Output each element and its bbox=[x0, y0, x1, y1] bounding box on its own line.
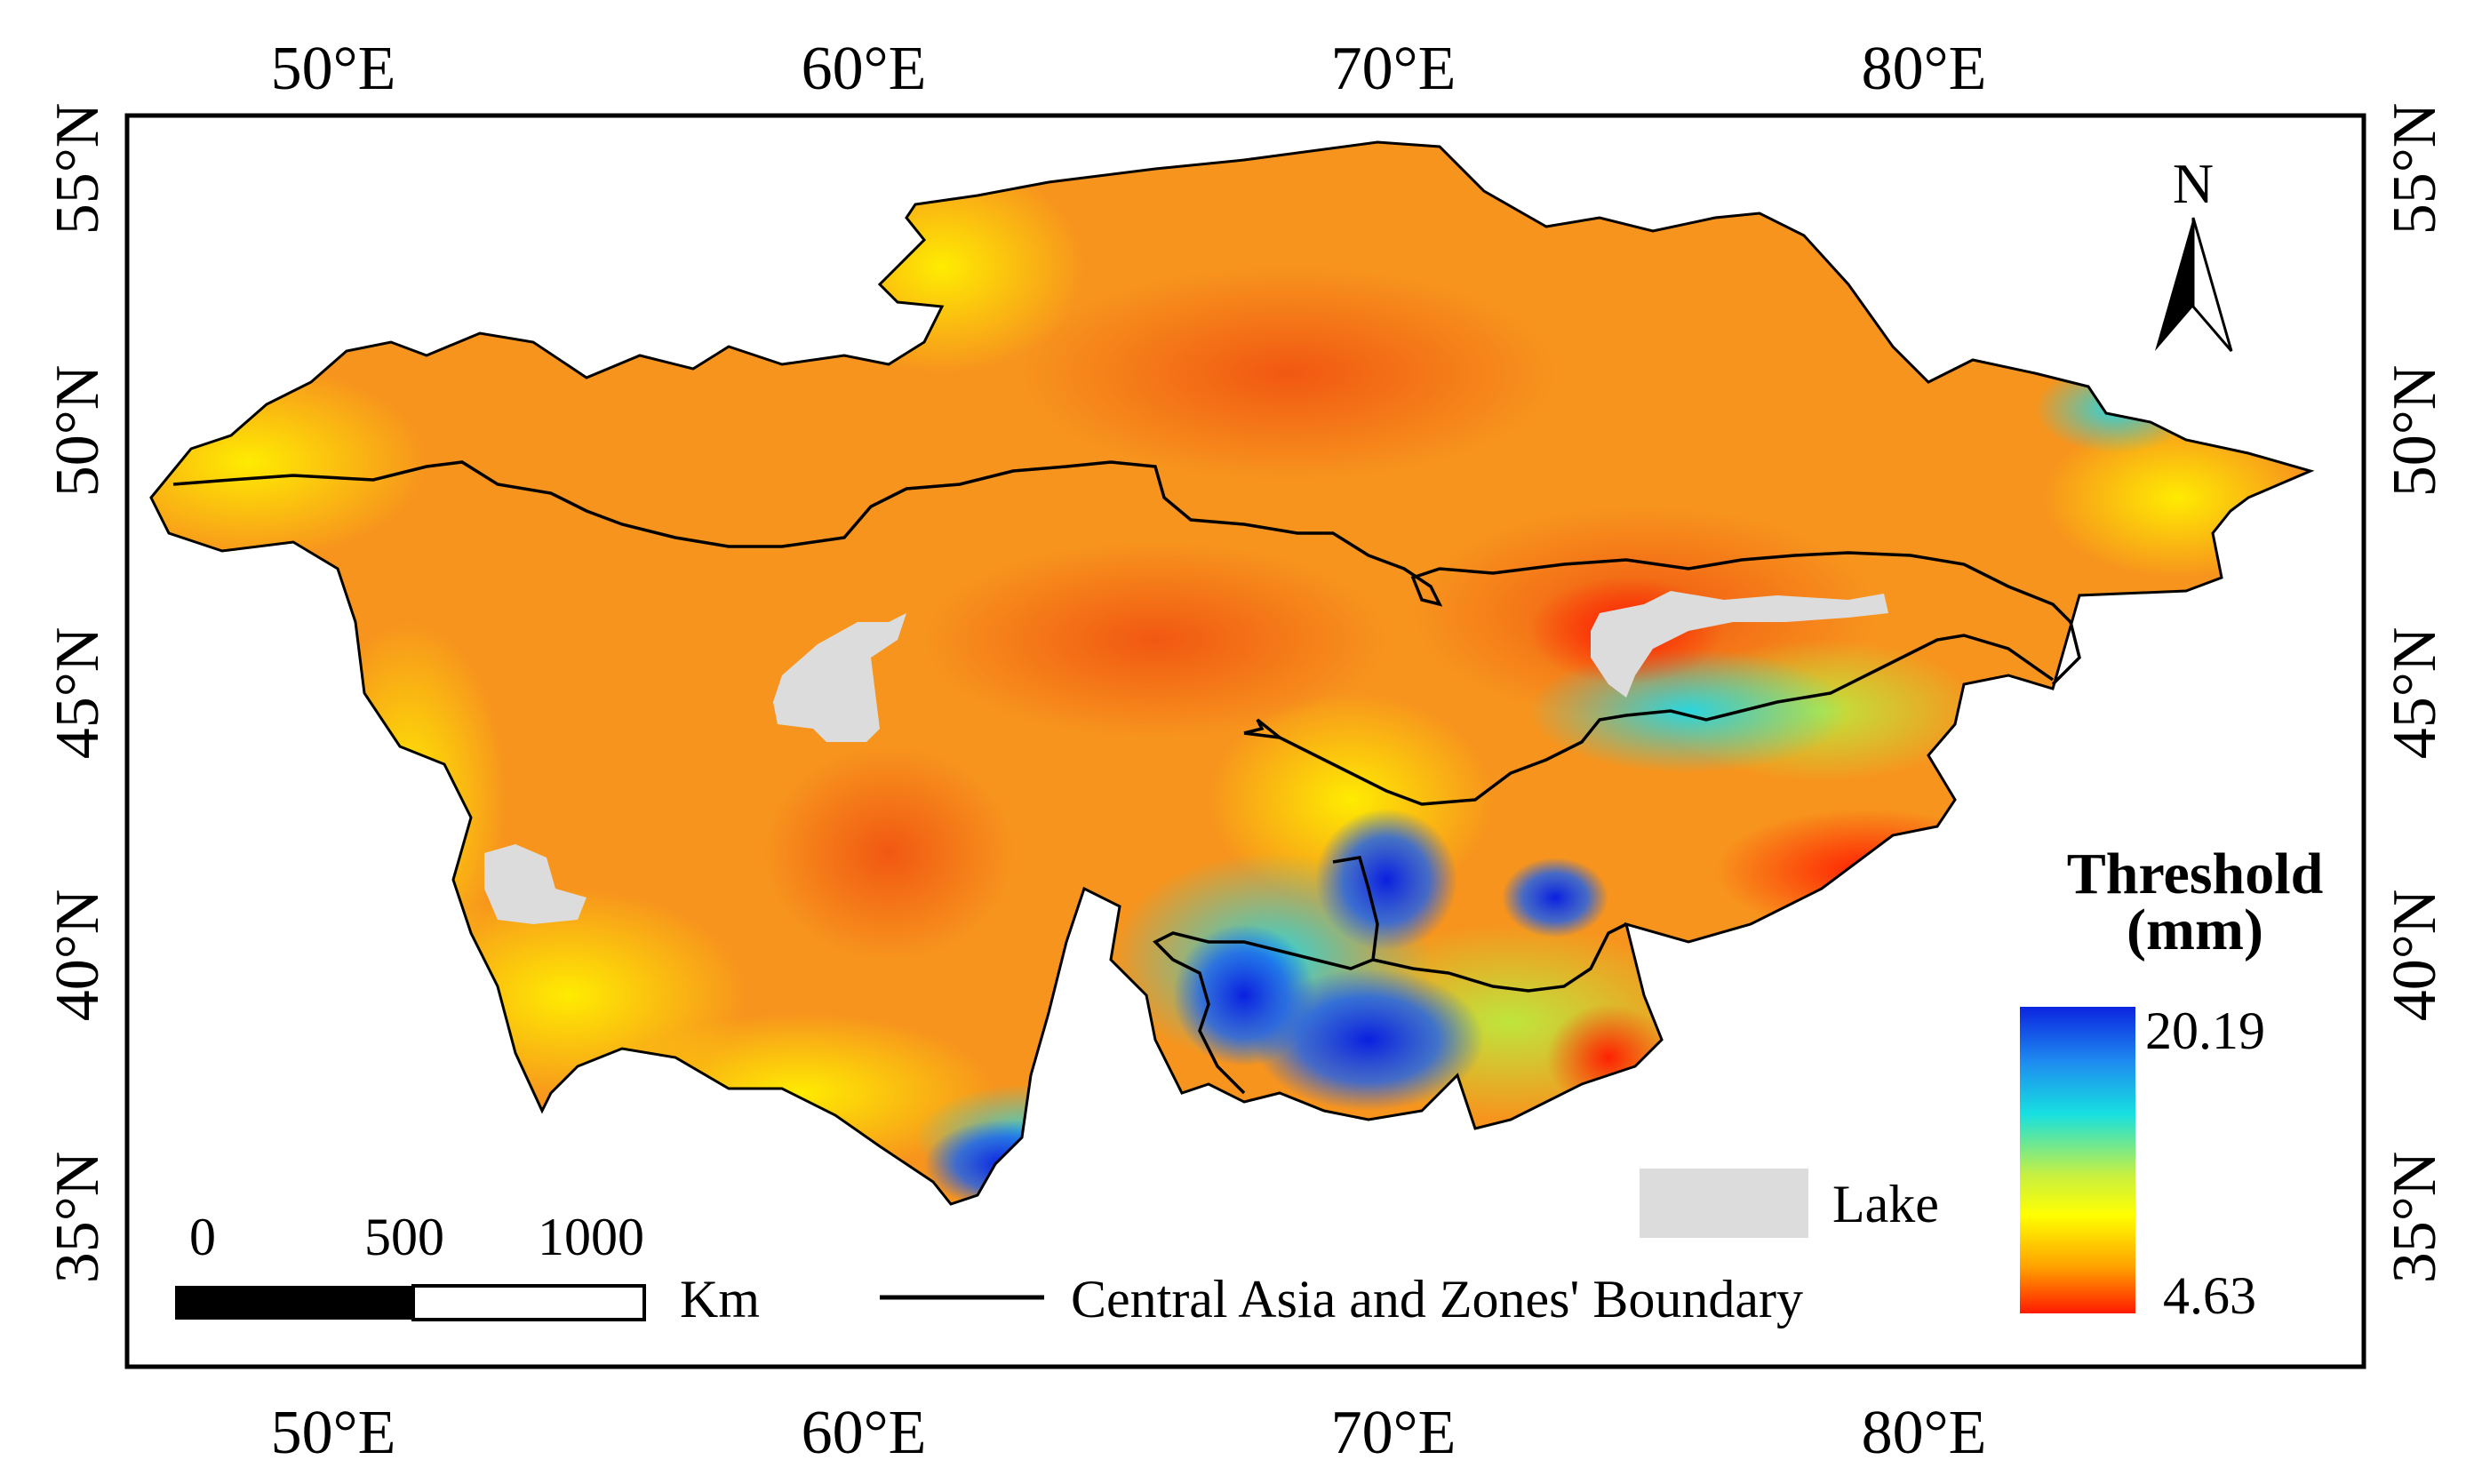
lat-label-right-55: 55°N bbox=[2381, 103, 2449, 235]
lat-label-left-35: 35°N bbox=[44, 1152, 112, 1284]
legend-title-line2: (mm) bbox=[2127, 898, 2263, 962]
scale-bar-label-0: 0 bbox=[189, 1208, 216, 1266]
lake-legend: Lake bbox=[1640, 1169, 1939, 1238]
lon-label-bottom-50: 50°E bbox=[271, 1399, 396, 1467]
lon-label-top-50: 50°E bbox=[271, 35, 396, 103]
boundary-legend-label: Central Asia and Zones' Boundary bbox=[1071, 1270, 1803, 1328]
land-outline bbox=[149, 140, 2315, 1206]
scale-bar-label-1000: 1000 bbox=[538, 1208, 644, 1266]
lat-label-right-45: 45°N bbox=[2381, 627, 2449, 760]
boundary-south-zone bbox=[1372, 922, 1627, 993]
legend-color-bar bbox=[2020, 1007, 2135, 1313]
zone-boundaries bbox=[172, 460, 2081, 1095]
lake-balkhash bbox=[1591, 591, 1888, 698]
lat-label-right-35: 35°N bbox=[2381, 1152, 2449, 1284]
longitude-labels-bottom: 50°E 60°E 70°E 80°E bbox=[271, 1399, 1987, 1467]
raster-blue-fergana bbox=[1315, 809, 1457, 951]
north-arrow: N bbox=[2155, 152, 2233, 352]
lat-label-left-55: 55°N bbox=[44, 103, 112, 235]
raster-dark-north bbox=[1022, 267, 1555, 480]
scale-bar-white-segment bbox=[411, 1284, 646, 1321]
lake-kara-bogaz-gol bbox=[484, 844, 587, 924]
boundary-legend: Central Asia and Zones' Boundary bbox=[880, 1270, 1803, 1328]
lakes bbox=[484, 591, 1888, 924]
legend-min-value: 4.63 bbox=[2163, 1266, 2256, 1325]
boundary-north-zone bbox=[172, 460, 2081, 686]
lon-label-bottom-60: 60°E bbox=[802, 1399, 927, 1467]
scale-bar-unit: Km bbox=[680, 1270, 760, 1328]
latitude-labels-right: 55°N 50°N 45°N 40°N 35°N bbox=[2381, 103, 2449, 1284]
legend-max-value: 20.19 bbox=[2145, 1001, 2265, 1060]
lat-label-left-40: 40°N bbox=[44, 890, 112, 1022]
raster-dark-south bbox=[764, 746, 1013, 960]
lon-label-top-60: 60°E bbox=[802, 35, 927, 103]
lake-legend-swatch bbox=[1640, 1169, 1808, 1238]
scale-bar-black-segment bbox=[175, 1286, 413, 1320]
boundary-central-zone bbox=[1243, 718, 1281, 739]
lat-label-right-50: 50°N bbox=[2381, 365, 2449, 498]
north-arrow-label: N bbox=[2173, 152, 2214, 215]
lat-label-left-50: 50°N bbox=[44, 365, 112, 498]
raster-dark-center bbox=[924, 542, 1386, 738]
lon-label-bottom-70: 70°E bbox=[1331, 1399, 1456, 1467]
lake-aral-sea bbox=[773, 613, 906, 742]
longitude-labels-top: 50°E 60°E 70°E 80°E bbox=[271, 35, 1987, 103]
scale-bar-label-500: 500 bbox=[364, 1208, 444, 1266]
threshold-legend: Threshold (mm) 20.19 4.63 bbox=[2020, 842, 2323, 1325]
latitude-labels-left: 55°N 50°N 45°N 40°N 35°N bbox=[44, 103, 112, 1284]
boundary-fergana bbox=[1153, 856, 1379, 1095]
lat-label-left-45: 45°N bbox=[44, 627, 112, 760]
lon-label-top-80: 80°E bbox=[1862, 35, 1987, 103]
raster-blue-issyk bbox=[1502, 858, 1608, 937]
lon-label-bottom-80: 80°E bbox=[1862, 1399, 1987, 1467]
legend-title-line1: Threshold bbox=[2067, 842, 2324, 906]
boundary-east-zone bbox=[1243, 634, 2055, 806]
raster-blue-tajik bbox=[1173, 924, 1315, 1066]
lon-label-top-70: 70°E bbox=[1331, 35, 1456, 103]
scale-bar: 0 500 1000 Km bbox=[175, 1208, 760, 1328]
north-arrow-icon bbox=[2155, 217, 2233, 352]
lat-label-right-40: 40°N bbox=[2381, 890, 2449, 1022]
lake-legend-label: Lake bbox=[1832, 1175, 1939, 1233]
